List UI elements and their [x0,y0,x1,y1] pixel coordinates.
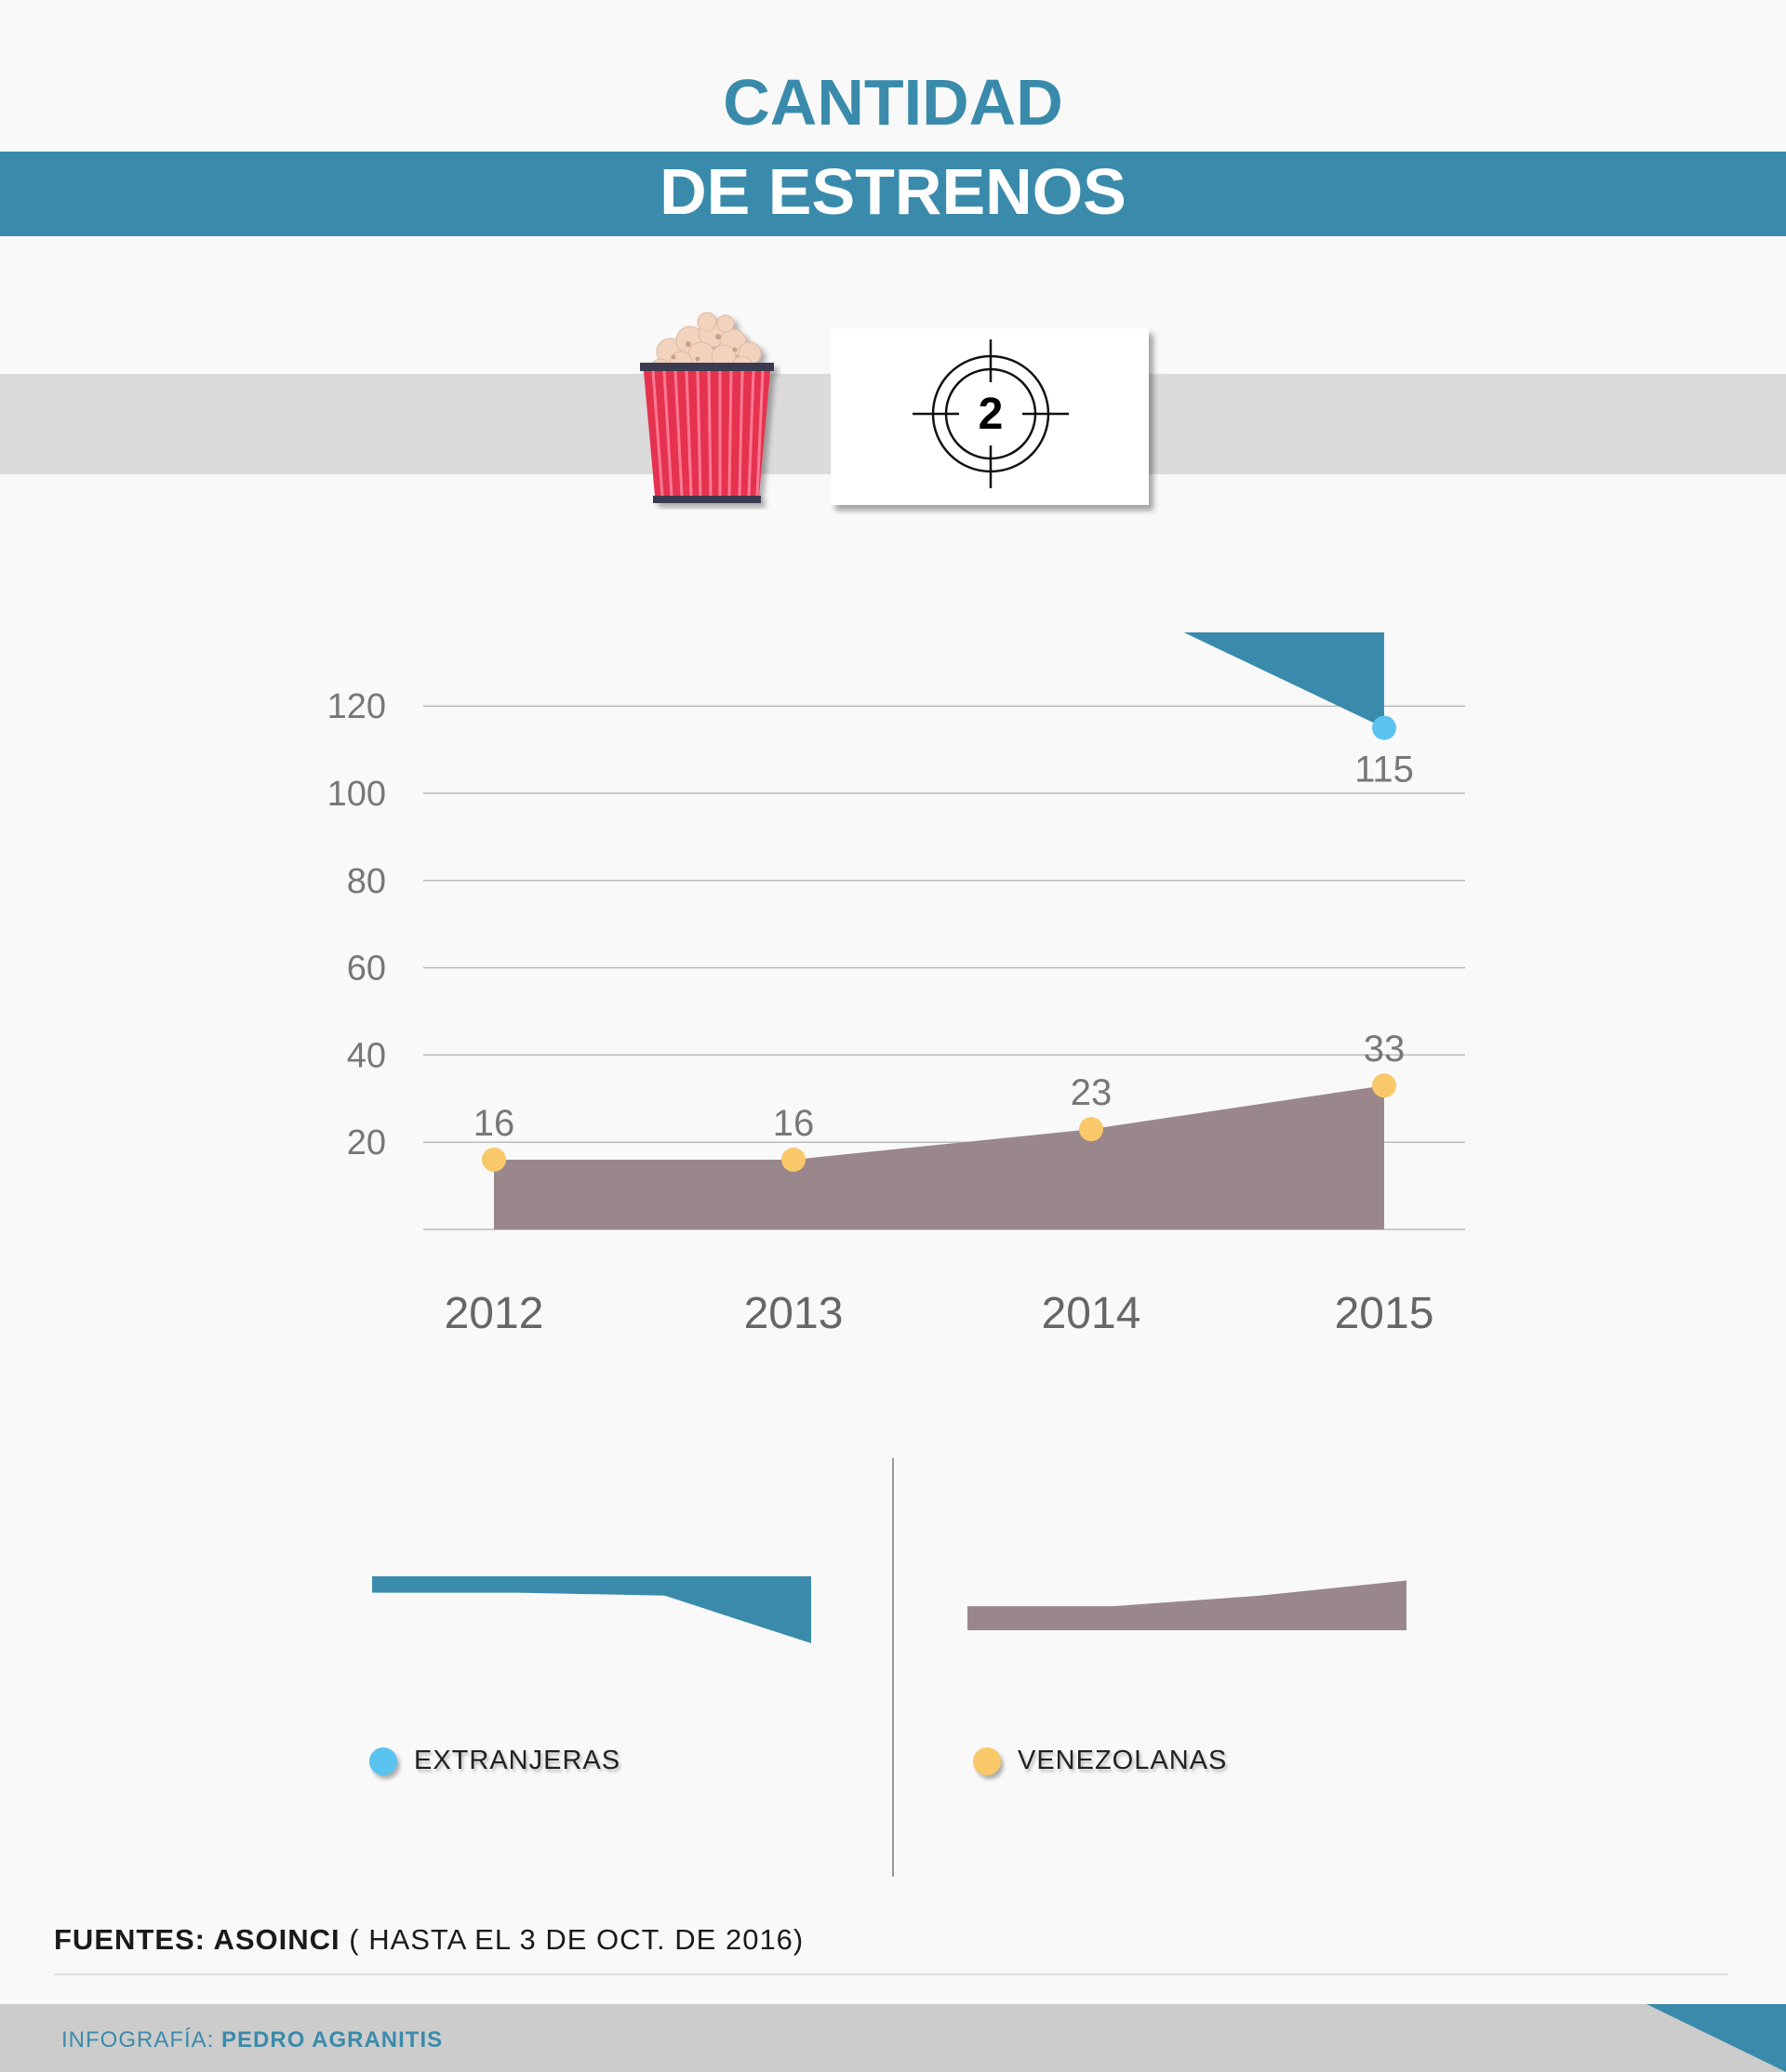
legend-swatch-venezolanas [967,1580,1406,1630]
footer-credit: INFOGRAFÍA: PEDRO AGRANITIS [61,2027,443,2053]
point-extranjeras [1372,715,1396,740]
y-tick-label: 100 [327,775,386,814]
title-band [0,152,1786,236]
y-tick-label: 40 [347,1036,386,1075]
footer-author: PEDRO AGRANITIS [221,2027,444,2052]
legend-dot-venezolanas [973,1747,1001,1775]
legend-divider [892,1458,894,1877]
film-countdown-card: 2 [831,328,1149,505]
y-tick-label: 120 [327,687,386,726]
area-layer [494,632,1384,1229]
data-label-venezolanas: 16 [473,1103,515,1144]
y-tick-label: 80 [347,862,386,901]
point-venezolanas [1372,1073,1396,1098]
area-extranjeras [1183,632,1384,728]
popcorn-icon [640,312,774,503]
x-tick-label: 2014 [1042,1289,1141,1338]
releases-chart: 2040608010012014016020122013201420151491… [327,632,1465,1338]
footer-band [0,2004,1786,2072]
legend-extranjeras: EXTRANJERAS [369,1746,620,1776]
point-venezolanas [482,1147,506,1172]
title-line-2: DE ESTRENOS [660,155,1126,228]
film-countdown-icon: 2 [913,339,1069,488]
sources-note: FUENTES: ASOINCI ( HASTA EL 3 DE OCT. DE… [54,1923,804,1957]
x-tick-label: 2015 [1335,1289,1434,1338]
legend-swatch-extranjeras [372,1576,811,1643]
point-venezolanas [781,1147,806,1172]
x-tick-label: 2012 [445,1289,544,1338]
legend-venezolanas: VENEZOLANAS [973,1746,1227,1776]
legend-label-extranjeras: EXTRANJERAS [414,1746,621,1775]
area-venezolanas [494,1085,1384,1229]
x-tick-label: 2013 [744,1289,844,1338]
point-venezolanas [1079,1117,1103,1142]
label-layer: 2040608010012014016020122013201420151491… [327,632,1434,1338]
data-label-venezolanas: 23 [1071,1072,1113,1113]
y-tick-label: 20 [347,1123,386,1162]
sources-detail: ( HASTA EL 3 DE OCT. DE 2016) [340,1923,805,1956]
title-line-1: CANTIDAD [723,66,1063,139]
y-tick-label: 60 [347,950,386,989]
footer-label: INFOGRAFÍA: [61,2027,222,2052]
legend-label-venezolanas: VENEZOLANAS [1018,1746,1228,1775]
legend-dot-extranjeras [369,1747,397,1775]
footer-rule [54,1973,1728,1975]
countdown-number: 2 [979,390,1004,439]
y-tick-label: 140 [327,632,386,639]
data-label-venezolanas: 33 [1364,1029,1406,1069]
data-label-extranjeras: 115 [1354,750,1414,790]
corner-triangle [1646,2004,1786,2072]
dot-layer [482,715,1396,1172]
sources-label: FUENTES: ASOINCI [54,1923,340,1956]
data-label-venezolanas: 16 [773,1103,815,1144]
